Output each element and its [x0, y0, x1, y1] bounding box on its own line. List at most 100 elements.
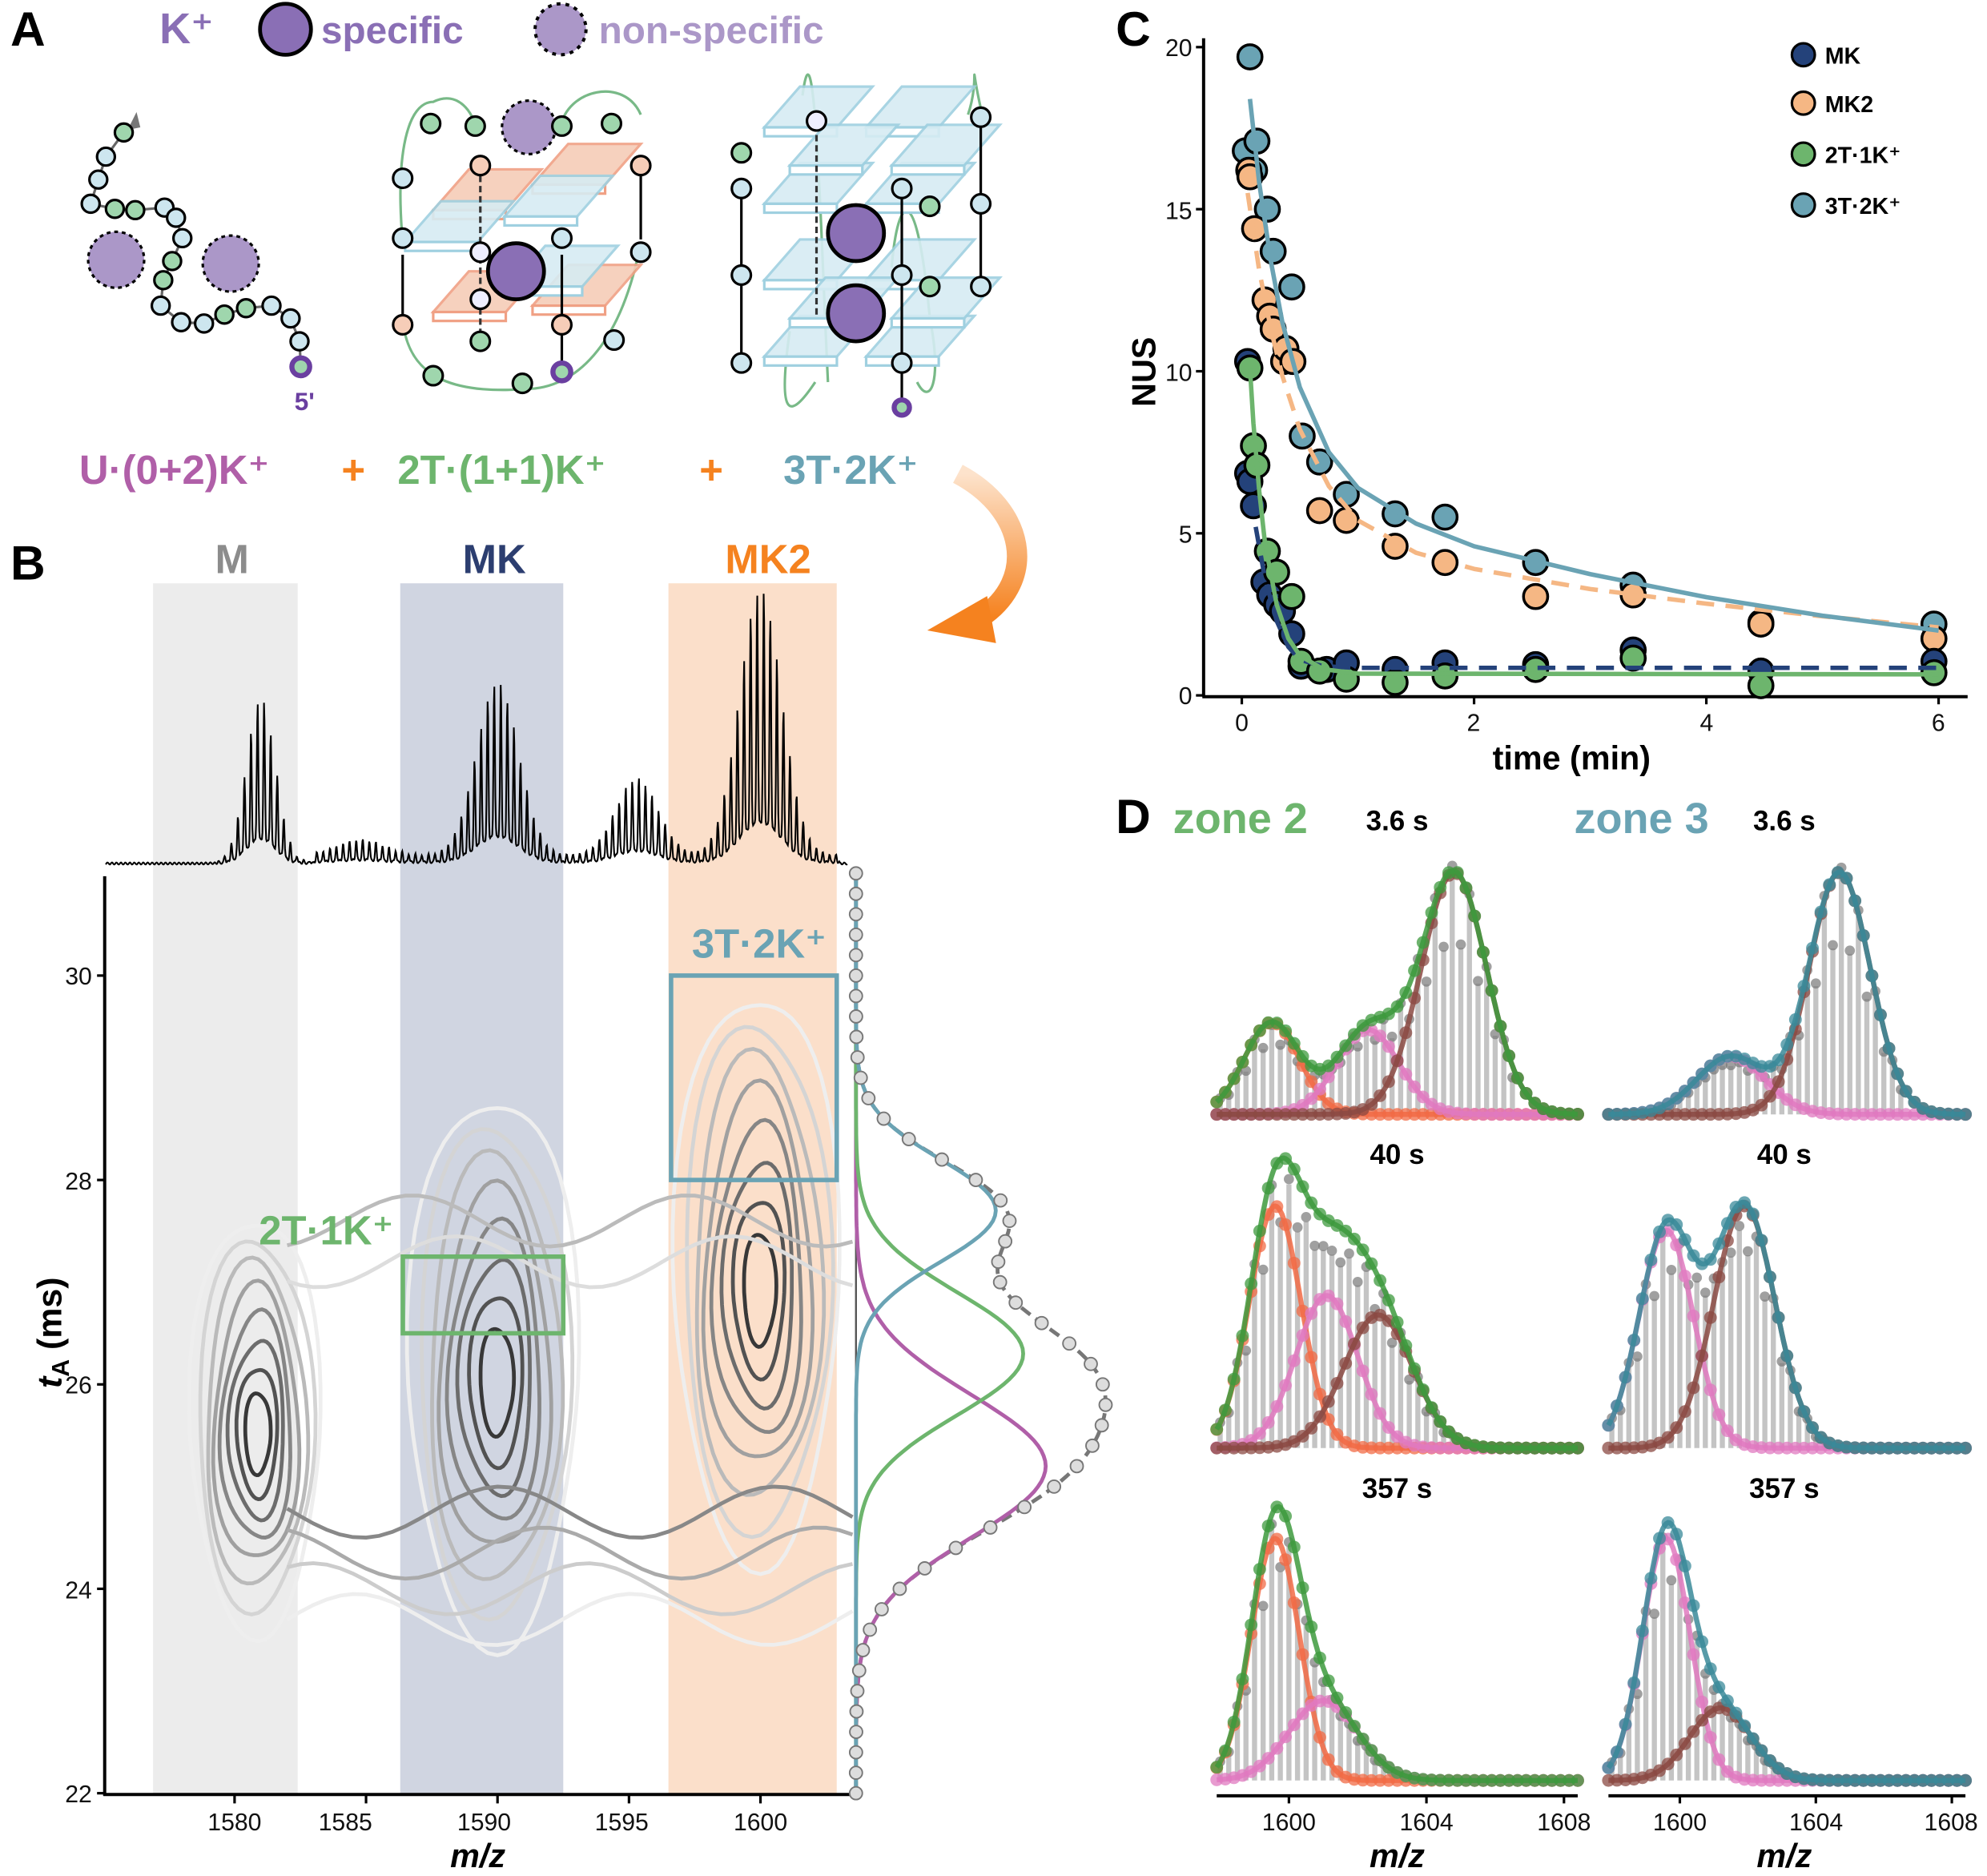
isotope-peak-top — [1344, 1248, 1354, 1259]
fit-point — [1296, 1180, 1309, 1194]
distribution-point — [876, 1111, 891, 1126]
time-label: 3.6 s — [1366, 806, 1429, 837]
specific-k-icon — [485, 241, 546, 302]
legend-k-label: K⁺ — [159, 5, 214, 53]
fit-point — [1755, 1098, 1768, 1112]
fit-curve-mk — [1253, 526, 1939, 670]
nucleotide-bead — [469, 330, 492, 352]
fit-point — [1653, 1532, 1666, 1545]
nucleotide-bead — [550, 115, 573, 137]
data-point-mk2 — [1305, 497, 1333, 525]
fit-curve-mk2 — [1245, 192, 1939, 630]
fit-point — [1270, 1741, 1284, 1755]
fit-point — [1703, 1383, 1717, 1397]
fit-point — [1670, 1421, 1683, 1435]
fit-point — [1253, 1224, 1266, 1238]
distribution-point — [850, 1050, 865, 1065]
arrival-time-distribution — [848, 866, 1113, 1801]
time-label: 40 s — [1757, 1139, 1812, 1170]
isotope-peak-top — [1473, 976, 1483, 987]
data-point-2t1k — [1382, 669, 1409, 696]
y-tick-label: 28 — [65, 1169, 92, 1195]
nucleotide-bead — [171, 227, 193, 249]
fit-point — [1772, 1075, 1785, 1089]
g-quadruplex-schematics — [80, 73, 1003, 418]
species-two-tetrad: 2T·(1+1)K⁺ — [397, 447, 605, 493]
nucleotide-bead — [95, 146, 117, 167]
isotope-peak-top — [1352, 1277, 1363, 1287]
distribution-point — [968, 1173, 983, 1187]
x-tick-label: 1600 — [734, 1810, 787, 1836]
fit-point — [1502, 1049, 1516, 1063]
y-tick-label: 15 — [1165, 198, 1193, 224]
time-label: 40 s — [1370, 1139, 1424, 1170]
nucleotide-bead — [280, 308, 301, 329]
fit-point — [1296, 1329, 1309, 1343]
fit-point — [1856, 928, 1870, 942]
x-tick-label: 1604 — [1789, 1810, 1843, 1836]
tetrad-plate-edge — [890, 316, 966, 329]
fit-point — [1602, 1761, 1615, 1774]
fit-point — [1382, 1007, 1395, 1021]
contour-line-mk — [430, 1148, 565, 1581]
nucleotide-bead — [603, 329, 625, 352]
data-point-mk2 — [1522, 582, 1550, 610]
legend-label-3t2k: 3T·2K⁺ — [1825, 194, 1901, 219]
distribution-point — [853, 1070, 868, 1085]
fit-point — [1270, 1399, 1284, 1413]
panel-b: B M MK MK2 3T·2K⁺ 2T·1K⁺ tA (ms) m/z 158… — [10, 535, 1113, 1874]
fit-point — [1279, 1730, 1293, 1744]
fit-point — [1279, 1553, 1293, 1567]
contour-connector — [286, 1592, 854, 1647]
component-curve — [854, 878, 998, 1793]
fit-point — [1661, 1431, 1675, 1444]
distribution-point — [1017, 1500, 1032, 1515]
x-tick-label: 2 — [1467, 711, 1481, 737]
fit-point — [1313, 1387, 1326, 1401]
fit-point — [1279, 1024, 1293, 1037]
legend-marker-mk — [1790, 42, 1816, 68]
isotope-peak-top — [1421, 976, 1432, 987]
fit-point — [1519, 1087, 1533, 1100]
fit-point — [1347, 1028, 1361, 1041]
fit-point — [1746, 1732, 1760, 1745]
fit-point — [1695, 1695, 1709, 1709]
contour-line-m — [198, 1239, 318, 1616]
distribution-point — [848, 1765, 863, 1781]
fit-point — [1356, 1321, 1370, 1335]
distribution-point — [1084, 1356, 1098, 1371]
fit-point — [1627, 1676, 1641, 1689]
fit-point — [1236, 1673, 1249, 1686]
fit-point — [1408, 1080, 1422, 1093]
fit-point — [1305, 1092, 1318, 1105]
band-label-mk2: MK2 — [725, 536, 810, 582]
y-label-t: t — [31, 1375, 70, 1388]
fit-point — [1227, 1072, 1241, 1085]
contour-line-mk2 — [670, 1003, 842, 1576]
fit-point — [1261, 1520, 1275, 1532]
tetrad-plate-edge — [404, 240, 480, 252]
isotope-peak-top — [1335, 1257, 1346, 1268]
legend-label-mk2: MK2 — [1825, 92, 1873, 118]
fit-point — [1797, 980, 1811, 993]
isotope-peak-top — [1438, 941, 1449, 952]
isotope-peak-top — [1734, 1221, 1745, 1231]
fit-point — [1339, 1357, 1353, 1370]
panel-d: D zone 2 3.6 s zone 3 3.6 s 40 s 40 s 35… — [1116, 789, 1978, 1874]
fit-point — [1678, 1085, 1691, 1098]
fit-point — [1468, 909, 1482, 923]
data-point-mk2 — [1747, 610, 1775, 638]
distribution-point — [993, 1193, 1008, 1208]
fit-point — [1347, 1232, 1361, 1246]
fit-point — [1619, 1717, 1632, 1731]
data-point-mk2 — [1333, 506, 1360, 534]
plus-sign-1: + — [341, 447, 365, 493]
band-m — [153, 583, 298, 1793]
fit-point — [1305, 1620, 1318, 1633]
component-curve — [854, 878, 1025, 1793]
isotope-peak-top — [1691, 1272, 1703, 1283]
fit-point — [1772, 1310, 1785, 1324]
nucleotide-bead — [600, 112, 623, 135]
distribution-point — [935, 1152, 949, 1167]
fit-point — [1510, 1071, 1524, 1085]
